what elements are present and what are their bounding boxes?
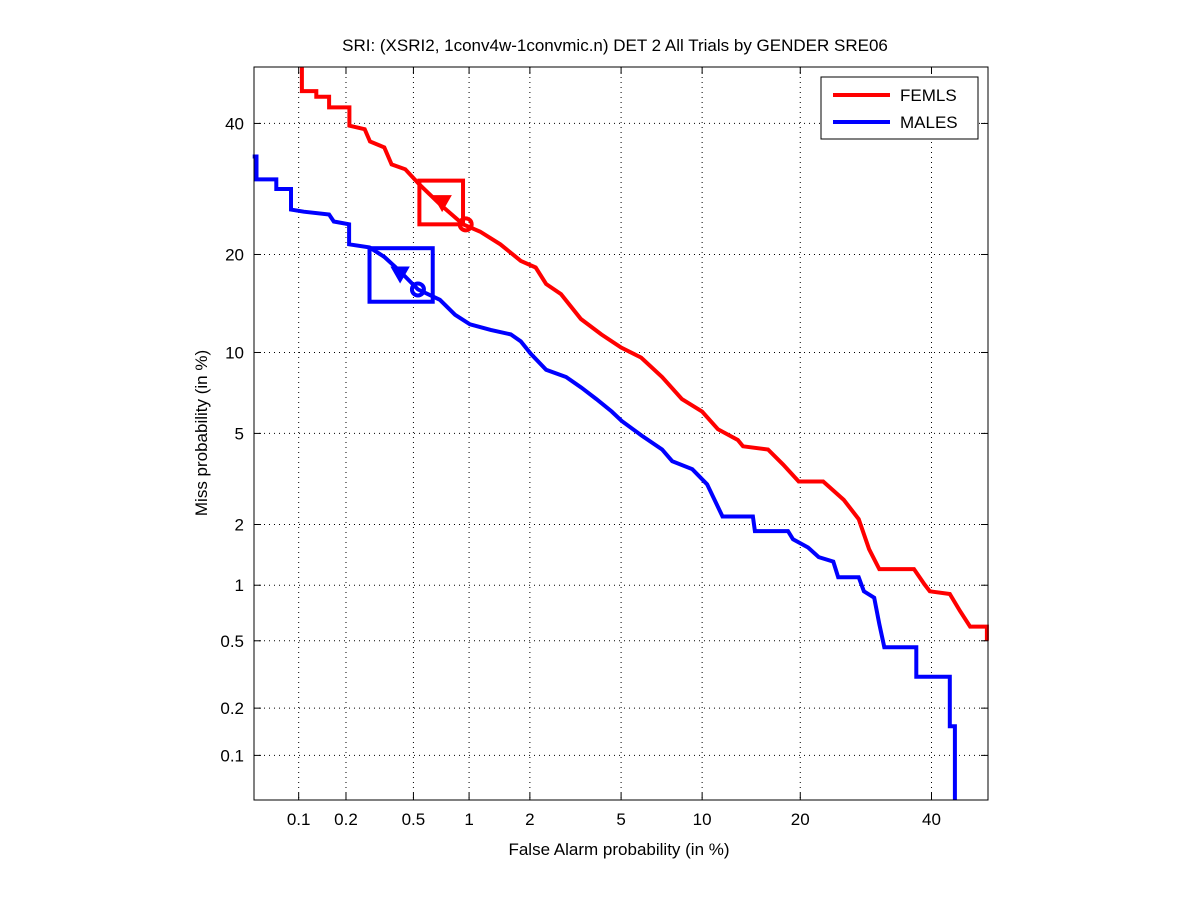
y-axis-label: Miss probability (in %) bbox=[192, 350, 211, 516]
confidence-box-femls bbox=[417, 178, 466, 227]
y-tick-label: 0.5 bbox=[220, 632, 244, 651]
actual-dcf-marker-femls bbox=[457, 216, 474, 233]
legend-box bbox=[820, 76, 979, 140]
x-tick-label: 0.1 bbox=[287, 810, 311, 829]
det-curve-femls bbox=[299, 67, 989, 641]
det-curve-males bbox=[252, 154, 957, 800]
y-tick-label: 20 bbox=[225, 245, 244, 264]
legend: FEMLS MALES bbox=[820, 76, 979, 140]
y-tick-label: 0.2 bbox=[220, 699, 244, 718]
y-tick-label: 1 bbox=[235, 576, 244, 595]
actual-dcf-marker-males bbox=[409, 281, 426, 298]
x-tick-label: 2 bbox=[525, 810, 534, 829]
x-tick-label: 0.5 bbox=[402, 810, 426, 829]
y-tick-label: 2 bbox=[235, 515, 244, 534]
axis-ticks: 0.1 0.2 0.5 1 2 5 10 20 40 0.1 0.2 0.5 1 2 5 10 20 40 bbox=[220, 67, 988, 829]
confidence-box-males bbox=[367, 246, 435, 304]
x-tick-label: 0.2 bbox=[334, 810, 358, 829]
x-tick-label: 40 bbox=[922, 810, 941, 829]
legend-label-males: MALES bbox=[900, 113, 958, 132]
y-tick-label: 10 bbox=[225, 343, 244, 362]
x-tick-label: 10 bbox=[693, 810, 712, 829]
y-tick-label: 5 bbox=[235, 424, 244, 443]
legend-label-femls: FEMLS bbox=[900, 86, 957, 105]
series-layer bbox=[252, 67, 989, 800]
x-tick-label: 5 bbox=[616, 810, 625, 829]
x-tick-label: 20 bbox=[791, 810, 810, 829]
y-tick-label: 40 bbox=[225, 114, 244, 133]
min-dcf-marker-femls bbox=[432, 195, 452, 213]
y-tick-label: 0.1 bbox=[220, 746, 244, 765]
x-tick-label: 1 bbox=[464, 810, 473, 829]
x-axis-label: False Alarm probability (in %) bbox=[508, 840, 729, 859]
chart-title: SRI: (XSRI2, 1conv4w-1convmic.n) DET 2 A… bbox=[342, 36, 888, 55]
min-dcf-marker-males bbox=[390, 266, 410, 284]
